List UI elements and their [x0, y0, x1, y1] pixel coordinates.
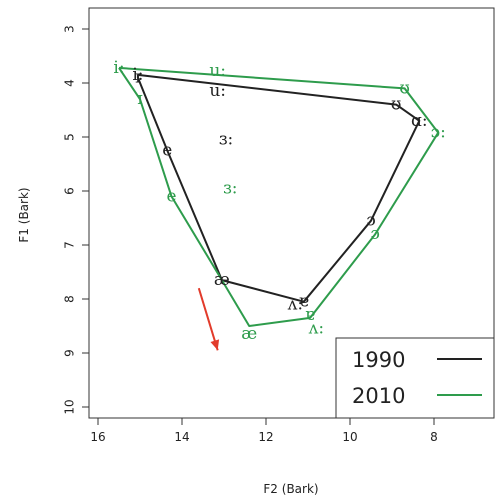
legend-box	[335, 337, 495, 419]
vowel-label: i:	[132, 65, 143, 85]
tick-group: 16 14 12 10 8 3 4 5 6 7 8 9 10	[63, 25, 438, 444]
y-tick-label: 3	[63, 25, 77, 33]
vowel-label: u:	[209, 61, 226, 81]
vowel-label: ɔ	[366, 211, 376, 231]
vowel-label: ʌ:	[308, 319, 324, 339]
vowel-label: ɜ:	[219, 130, 233, 150]
vowel-label: ɐ	[305, 305, 315, 325]
vowel-label: ɪ	[137, 89, 143, 109]
y-tick-label: 4	[63, 79, 77, 87]
arrow-head	[210, 339, 220, 351]
legend: 1990 2010	[335, 337, 495, 419]
vowel-label: ɪ	[135, 68, 141, 88]
x-tick-label: 8	[430, 430, 438, 444]
vowel-polygon-1990	[136, 73, 421, 303]
y-axis-title: F1 (Bark)	[17, 187, 31, 242]
vowel-label: ʊ	[399, 78, 410, 98]
arrow-shaft	[197, 287, 219, 351]
x-tick-label: 10	[342, 430, 357, 444]
shift-arrow	[197, 287, 220, 351]
x-tick-label: 14	[174, 430, 189, 444]
vowel-label: æ	[214, 270, 230, 290]
polygon-group	[118, 66, 440, 327]
x-tick-label: 16	[90, 430, 105, 444]
vowel-label: ɑ:	[411, 111, 428, 131]
y-tick-label: 10	[63, 399, 77, 414]
y-tick-label: 5	[63, 133, 77, 141]
vowel-label: ɔ	[370, 224, 380, 244]
y-tick-label: 8	[63, 295, 77, 303]
vowel-label: ɔ:	[431, 123, 446, 143]
vowel-label: æ	[241, 324, 257, 344]
vowel-label: e	[162, 141, 172, 161]
vowel-label: ʌ:	[287, 294, 303, 314]
vowel-label: ɐ	[299, 292, 309, 312]
plot-frame	[88, 7, 495, 419]
legend-label-1990: 1990	[352, 348, 405, 372]
vowel-label: u:	[209, 81, 226, 101]
vowel-polygon-2010	[118, 66, 440, 327]
x-tick-label: 12	[258, 430, 273, 444]
y-tick-label: 9	[63, 349, 77, 357]
y-tick-label: 7	[63, 241, 77, 249]
vowel-label: e	[166, 186, 176, 206]
vowel-label: ɜ:	[223, 178, 237, 198]
legend-label-2010: 2010	[352, 384, 405, 408]
y-tick-label: 6	[63, 187, 77, 195]
vowel-label: i:	[113, 58, 124, 78]
vowel-label: ʊ	[391, 95, 402, 115]
x-axis-title: F2 (Bark)	[263, 482, 318, 496]
